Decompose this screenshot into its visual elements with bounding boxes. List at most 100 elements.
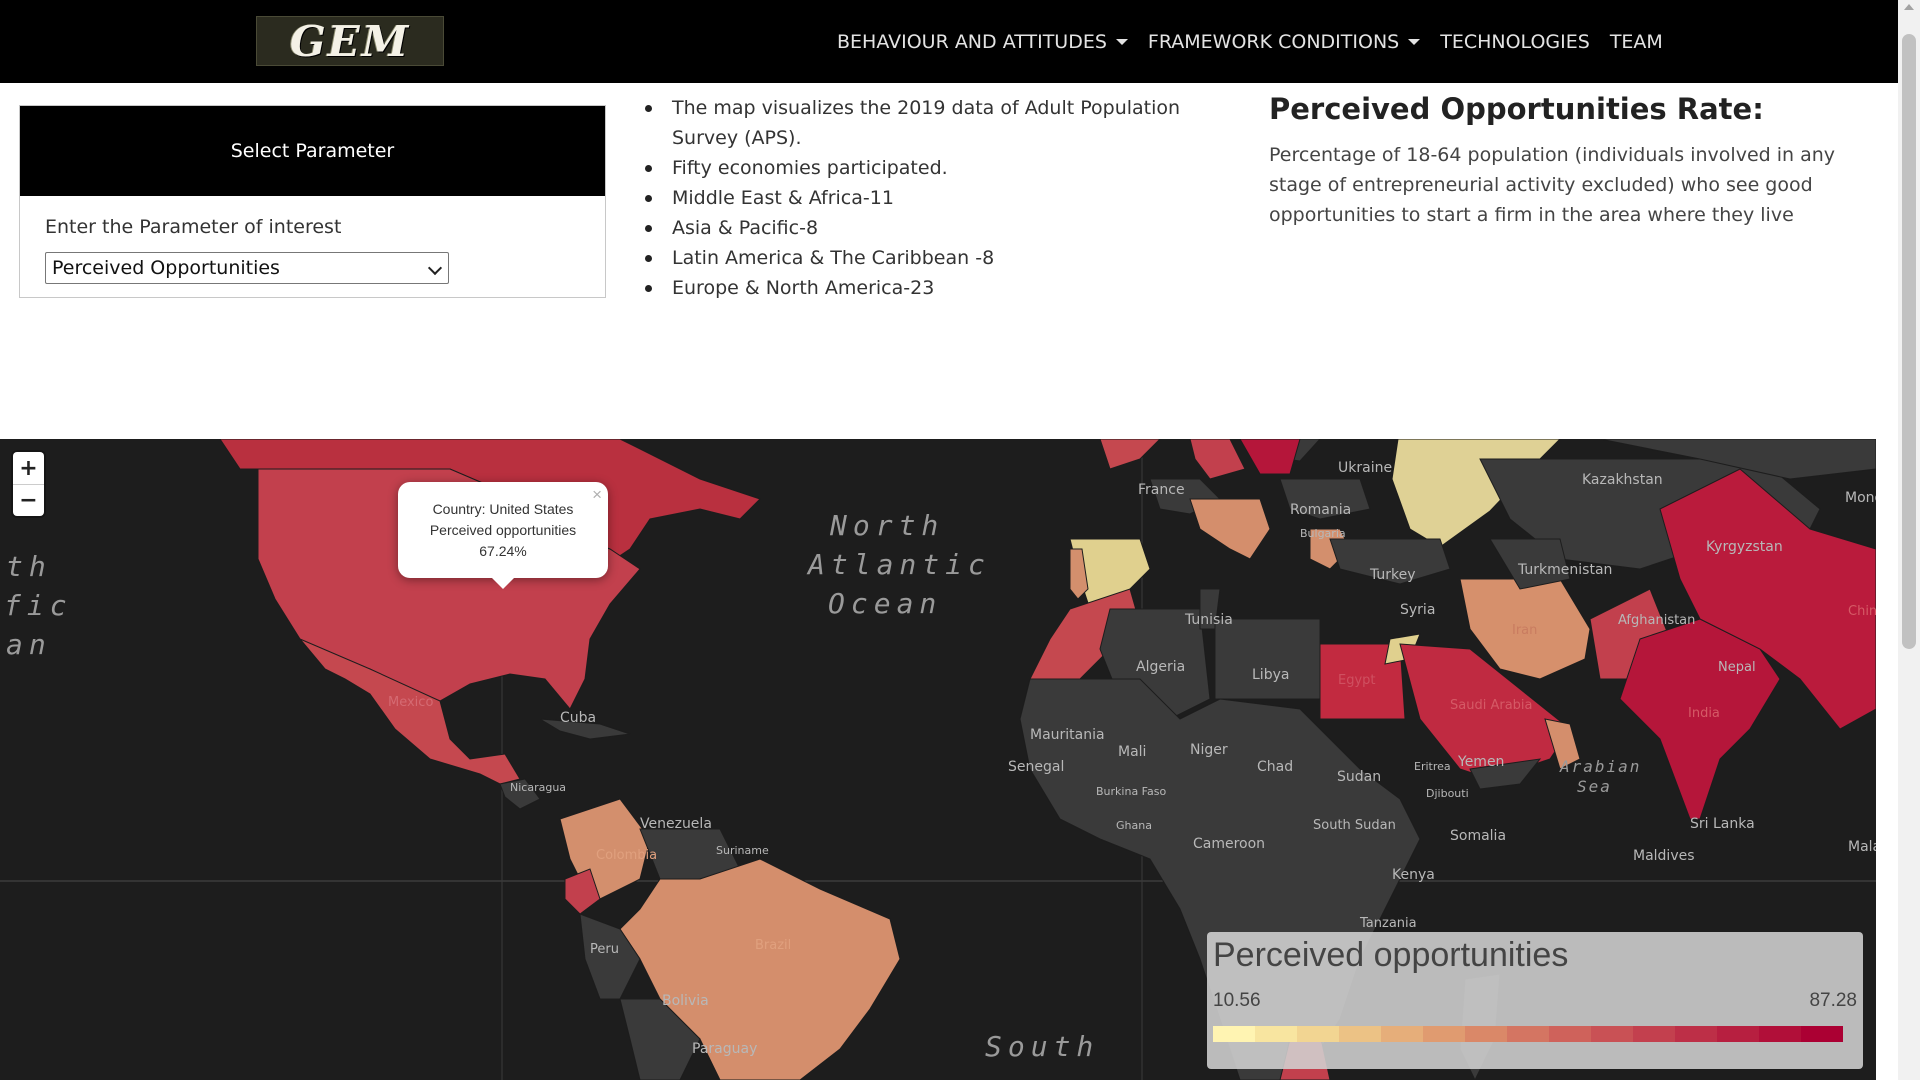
map-legend: Perceived opportunities 10.56 87.28: [1207, 932, 1863, 1069]
country-label: Mongolia: [1845, 490, 1876, 506]
country-label: Kazakhstan: [1582, 472, 1663, 488]
gem-logo[interactable]: GEM: [256, 16, 444, 66]
country-turkmenistan: [1489, 538, 1571, 590]
legend-color-step: [1297, 1026, 1339, 1042]
country-egypt: [1319, 643, 1406, 720]
ocean-label: North: [829, 509, 944, 542]
caret-down-icon: [1115, 38, 1128, 45]
ocean-label: fic: [4, 589, 73, 622]
scroll-up-arrow-icon[interactable]: [1904, 4, 1914, 10]
country-label: Maldives: [1633, 848, 1695, 864]
popup-country: Country: United States: [432, 501, 574, 517]
map-canvas[interactable]: North Atlantic Ocean South th fic an Ara…: [0, 439, 1876, 1080]
country-label: Tunisia: [1184, 612, 1233, 628]
legend-color-scale: [1213, 1026, 1843, 1042]
country-label: Romania: [1290, 502, 1351, 518]
country-label: Nicaragua: [510, 781, 566, 794]
list-item: Latin America & The Caribbean -8: [643, 243, 1223, 273]
list-item: The map visualizes the 2019 data of Adul…: [643, 93, 1223, 153]
country-iran: [1459, 578, 1591, 680]
country-label: Peru: [590, 942, 619, 957]
nav-label: BEHAVIOUR AND ATTITUDES: [837, 30, 1107, 53]
country-label: Burkina Faso: [1096, 785, 1166, 798]
legend-title: Perceived opportunities: [1213, 936, 1569, 974]
scroll-thumb[interactable]: [1902, 34, 1916, 649]
sea-labels: Arabian Sea: [1559, 757, 1641, 796]
ocean-label: Arabian: [1559, 757, 1641, 776]
survey-info-list: The map visualizes the 2019 data of Adul…: [643, 93, 1223, 303]
legend-color-step: [1591, 1026, 1633, 1042]
select-parameter-header: Select Parameter: [20, 106, 605, 196]
legend-color-step: [1423, 1026, 1465, 1042]
legend-color-step: [1339, 1026, 1381, 1042]
country-popup: × Country: United States Perceived oppor…: [398, 482, 608, 589]
nav-label: FRAMEWORK CONDITIONS: [1147, 30, 1400, 53]
parameter-select[interactable]: Perceived Opportunities: [45, 252, 449, 284]
country-label: Libya: [1252, 667, 1289, 683]
country-label: Tanzania: [1359, 916, 1417, 931]
country-label: Syria: [1400, 602, 1435, 618]
ocean-labels: North Atlantic Ocean South th fic an: [4, 509, 1099, 1063]
country-latvia: [1239, 439, 1301, 475]
country-label: Somalia: [1450, 828, 1506, 844]
country-label: Kyrgyzstan: [1706, 539, 1783, 555]
legend-color-step: [1507, 1026, 1549, 1042]
country-mongolia: [1599, 439, 1876, 480]
ocean-label: th: [6, 550, 52, 583]
nav-technologies[interactable]: TECHNOLOGIES: [1440, 31, 1590, 53]
country-label: Brazil: [755, 938, 791, 953]
country-label: Cuba: [560, 710, 596, 726]
country-ukraine: [1279, 478, 1371, 520]
country-label: Algeria: [1136, 659, 1185, 675]
country-label: Kenya: [1392, 867, 1435, 883]
country-label: Bolivia: [662, 993, 709, 1009]
legend-color-step: [1675, 1026, 1717, 1042]
country-label: Cameroon: [1193, 836, 1265, 852]
legend-color-step: [1465, 1026, 1507, 1042]
zoom-out-button[interactable]: −: [13, 484, 44, 516]
country-label: Eritrea: [1414, 760, 1451, 773]
country-label: Sri Lanka: [1690, 816, 1755, 832]
country-label: Mauritania: [1030, 727, 1105, 743]
country-label: Suriname: [716, 844, 769, 857]
country-ecuador: [564, 868, 601, 915]
nav-team[interactable]: TEAM: [1610, 31, 1663, 53]
rate-description: Percentage of 18-64 population (individu…: [1269, 144, 1836, 226]
zoom-in-button[interactable]: +: [19, 455, 38, 481]
country-cuba: [539, 718, 631, 740]
country-yemen: [1469, 758, 1542, 790]
country-turkey: [1329, 538, 1451, 585]
nav-framework-conditions[interactable]: FRAMEWORK CONDITIONS: [1147, 30, 1421, 53]
country-label: Paraguay: [692, 1041, 757, 1057]
close-icon[interactable]: ×: [592, 485, 602, 504]
nav-behaviour-attitudes[interactable]: BEHAVIOUR AND ATTITUDES: [837, 31, 1128, 53]
choropleth-map[interactable]: North Atlantic Ocean South th fic an Ara…: [0, 439, 1876, 1080]
ocean-label: Ocean: [828, 587, 942, 620]
ocean-label: Atlantic: [806, 548, 991, 581]
ocean-label: South: [985, 1030, 1099, 1063]
list-item: Fifty economies participated.: [643, 153, 1223, 183]
list-item: Asia & Pacific-8: [643, 213, 1223, 243]
country-labels: Ukraine Kazakhstan France Romania Bulgar…: [388, 460, 1876, 1057]
country-label: Turkmenistan: [1517, 562, 1612, 578]
country-label: Ukraine: [1338, 460, 1392, 476]
nav-links: BEHAVIOUR AND ATTITUDES FRAMEWORK CONDIT…: [837, 0, 1683, 83]
country-italy: [1189, 498, 1271, 560]
legend-color-step: [1759, 1026, 1801, 1042]
country-oman: [1544, 718, 1581, 770]
country-label: Egypt: [1338, 673, 1376, 688]
country-label: Djibouti: [1426, 787, 1469, 800]
country-label: Sudan: [1337, 769, 1381, 785]
country-portugal: [1069, 548, 1089, 600]
country-label: Mali: [1118, 744, 1146, 760]
legend-color-step: [1213, 1026, 1255, 1042]
popup-value: 67.24%: [479, 543, 527, 559]
country-label: Senegal: [1008, 759, 1064, 775]
navbar: GEM BEHAVIOUR AND ATTITUDES FRAMEWORK CO…: [0, 0, 1898, 83]
legend-color-step: [1717, 1026, 1759, 1042]
country-label: South Sudan: [1313, 818, 1396, 833]
country-label: Iran: [1512, 623, 1537, 638]
page-scrollbar[interactable]: [1898, 0, 1920, 1080]
logo-text: GEM: [289, 16, 411, 66]
popup-body: Country: United States Perceived opportu…: [398, 482, 608, 562]
